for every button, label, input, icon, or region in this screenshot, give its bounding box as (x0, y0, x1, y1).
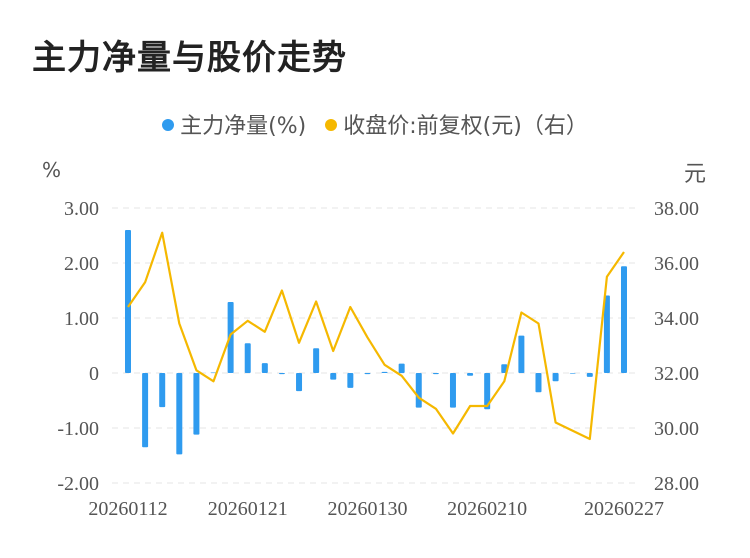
legend-item-close-price[interactable]: 收盘价:前复权(元)（右） (325, 108, 588, 140)
y-right-tick-label: 38.00 (654, 198, 699, 220)
x-tick-label: 20260227 (584, 498, 664, 520)
y-left-tick-label: 2.00 (64, 253, 99, 275)
bar-net-flow[interactable] (586, 373, 593, 377)
x-tick-label: 20260121 (208, 498, 288, 520)
bar-net-flow[interactable] (176, 373, 183, 455)
left-axis-unit: % (42, 158, 62, 182)
bar-net-flow[interactable] (569, 373, 576, 374)
x-tick-label: 20260112 (88, 498, 167, 520)
bar-net-flow[interactable] (296, 373, 303, 392)
bar-net-flow[interactable] (193, 373, 200, 435)
bar-net-flow[interactable] (278, 373, 285, 375)
bar-net-flow[interactable] (142, 373, 149, 448)
bar-net-flow[interactable] (501, 364, 508, 373)
y-right-tick-label: 32.00 (654, 363, 699, 385)
bar-net-flow[interactable] (244, 343, 251, 373)
legend-label-close-price: 收盘价:前复权(元)（右） (343, 114, 588, 139)
bar-net-flow[interactable] (381, 371, 388, 373)
x-tick-label: 20260130 (327, 498, 407, 520)
bar-net-flow[interactable] (603, 295, 610, 373)
bar-net-flow[interactable] (330, 373, 337, 380)
y-left-tick-label: 3.00 (64, 198, 99, 220)
legend-label-net-flow: 主力净量(%) (180, 114, 307, 139)
y-left-tick-label: -2.00 (57, 473, 99, 495)
y-right-tick-label: 28.00 (654, 473, 699, 495)
y-left-tick-label: 0 (89, 363, 99, 385)
bar-net-flow[interactable] (621, 266, 627, 373)
bar-net-flow[interactable] (398, 363, 405, 373)
x-tick-label: 20260210 (447, 498, 527, 520)
bar-net-flow[interactable] (347, 373, 354, 388)
bar-net-flow[interactable] (313, 348, 320, 373)
bar-net-flow[interactable] (518, 335, 525, 373)
line-close-price[interactable] (127, 231, 625, 441)
legend-item-net-flow[interactable]: 主力净量(%) (162, 108, 306, 140)
bar-net-flow[interactable] (125, 230, 131, 373)
y-right-tick-label: 36.00 (654, 253, 699, 275)
legend: 主力净量(%) 收盘价:前复权(元)（右） (0, 108, 750, 140)
y-right-tick-label: 34.00 (654, 308, 699, 330)
bar-net-flow[interactable] (210, 372, 217, 374)
bar-net-flow[interactable] (467, 373, 474, 376)
bar-net-flow[interactable] (159, 373, 166, 408)
legend-dot-yellow (325, 119, 338, 131)
legend-dot-blue (162, 119, 175, 131)
bar-net-flow[interactable] (415, 373, 422, 408)
bar-net-flow[interactable] (484, 373, 491, 410)
y-left-tick-label: 1.00 (64, 308, 99, 330)
y-left-tick-label: -1.00 (57, 418, 99, 440)
bar-net-flow[interactable] (449, 373, 456, 408)
y-right-tick-label: 30.00 (654, 418, 699, 440)
bar-net-flow[interactable] (432, 373, 439, 375)
chart-title: 主力净量与股价走势 (32, 38, 347, 78)
bar-net-flow[interactable] (364, 373, 371, 375)
right-axis-unit: 元 (684, 162, 707, 187)
bar-net-flow[interactable] (552, 373, 559, 382)
bar-net-flow[interactable] (261, 363, 268, 373)
bar-net-flow[interactable] (535, 373, 542, 393)
